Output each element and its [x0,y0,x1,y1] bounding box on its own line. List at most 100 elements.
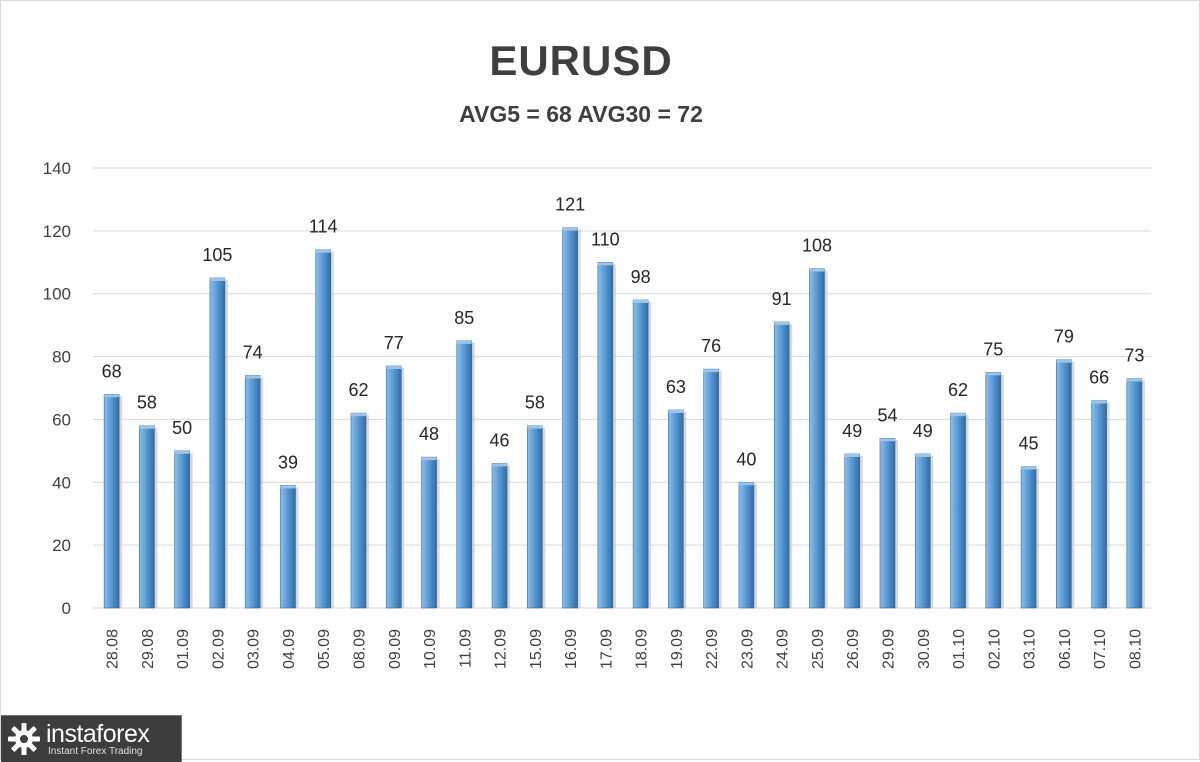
bar [421,456,437,609]
bar-cap [562,227,578,231]
x-tick-label: 08.09 [352,629,369,669]
x-tick-label: 07.10 [1092,629,1109,669]
y-tick-label: 20 [52,536,71,555]
bar-cap [1091,400,1107,404]
bar-cap [209,278,225,281]
x-tick-label: 03.09 [246,629,263,669]
bar [174,450,190,609]
bar-cap [774,322,790,325]
bar [209,277,226,609]
x-tick-label: 02.09 [210,629,227,669]
data-label: 114 [309,217,338,237]
bar-cap [950,413,966,417]
data-label: 49 [842,421,862,441]
x-tick-label: 29.08 [140,629,157,669]
bar-cap [668,410,684,413]
data-label: 75 [983,339,1003,359]
x-tick-label: 28.08 [105,629,122,669]
y-tick-label: 0 [62,599,71,618]
data-label: 63 [666,377,686,397]
bar [527,425,543,609]
data-label: 50 [172,418,192,438]
data-label: 62 [948,380,968,400]
x-tick-label: 02.10 [986,629,1003,669]
x-tick-label: 04.09 [281,629,298,669]
y-tick-label: 140 [43,159,71,178]
bar-cap [386,366,402,369]
bar-cap [1056,359,1072,363]
bar [385,365,402,609]
x-tick-label: 10.09 [422,629,439,669]
brand-name: instaforex [46,720,150,748]
bar-cap [809,268,825,272]
bar-cap [315,249,331,253]
bar-cap [527,425,543,429]
bar [315,249,332,609]
bar [280,485,296,609]
bar [562,227,578,609]
chart-subtitle: AVG5 = 68 AVG30 = 72 [459,101,703,127]
bar-cap [1126,378,1142,382]
bar [985,371,1002,609]
bar [597,261,614,609]
bar [1126,378,1143,609]
data-label: 76 [701,336,721,356]
bar [139,425,155,609]
bar-cap [597,262,613,266]
bar [456,340,473,609]
bar-cap [174,450,190,454]
x-tick-label: 17.09 [598,629,615,669]
bar-cap [421,457,437,461]
data-label: 54 [877,405,897,425]
bar [809,268,825,609]
bar [703,368,719,609]
bar-cap [844,454,860,457]
x-tick-label: 03.10 [1022,629,1039,669]
y-tick-label: 80 [52,348,71,367]
bar-cap [104,394,120,398]
data-label: 77 [384,333,404,353]
y-tick-label: 40 [52,473,71,492]
bar [491,463,508,609]
data-label: 40 [736,449,756,469]
bar-cap [492,463,508,467]
data-label: 79 [1054,327,1074,347]
x-tick-label: 09.09 [387,629,404,669]
chart-title: EURUSD [489,37,673,84]
bar [844,453,861,609]
data-label: 121 [555,195,585,215]
x-tick-label: 12.09 [493,629,510,669]
data-label: 85 [454,308,474,328]
y-tick-label: 60 [52,410,71,429]
data-label: 49 [913,421,933,441]
data-label: 108 [802,236,832,256]
bar-cap [985,372,1001,376]
bar [914,453,931,609]
data-label: 46 [490,430,510,450]
data-label: 110 [591,229,620,249]
instaforex-logo: instaforex Instant Forex Trading [1,715,182,762]
x-tick-label: 23.09 [739,629,756,669]
data-label: 74 [243,342,263,362]
x-tick-label: 11.09 [457,629,474,668]
x-tick-label: 01.10 [951,629,968,669]
bar-cap [280,485,296,489]
bar-cap [1021,466,1037,470]
data-label: 105 [202,245,232,265]
bar [668,409,684,609]
data-label: 66 [1089,368,1109,388]
bar [879,437,896,609]
bar [738,481,755,609]
x-tick-label: 30.09 [916,629,933,669]
data-label: 39 [278,452,298,472]
x-tick-label: 16.09 [563,629,580,669]
x-tick-label: 29.09 [881,629,898,669]
bar [350,412,367,609]
bar-cap [351,413,366,417]
bar [244,375,261,609]
bar-cap [738,482,754,486]
y-tick-label: 100 [43,285,71,304]
brand-tagline: Instant Forex Trading [48,746,143,757]
x-tick-label: 15.09 [528,629,545,669]
